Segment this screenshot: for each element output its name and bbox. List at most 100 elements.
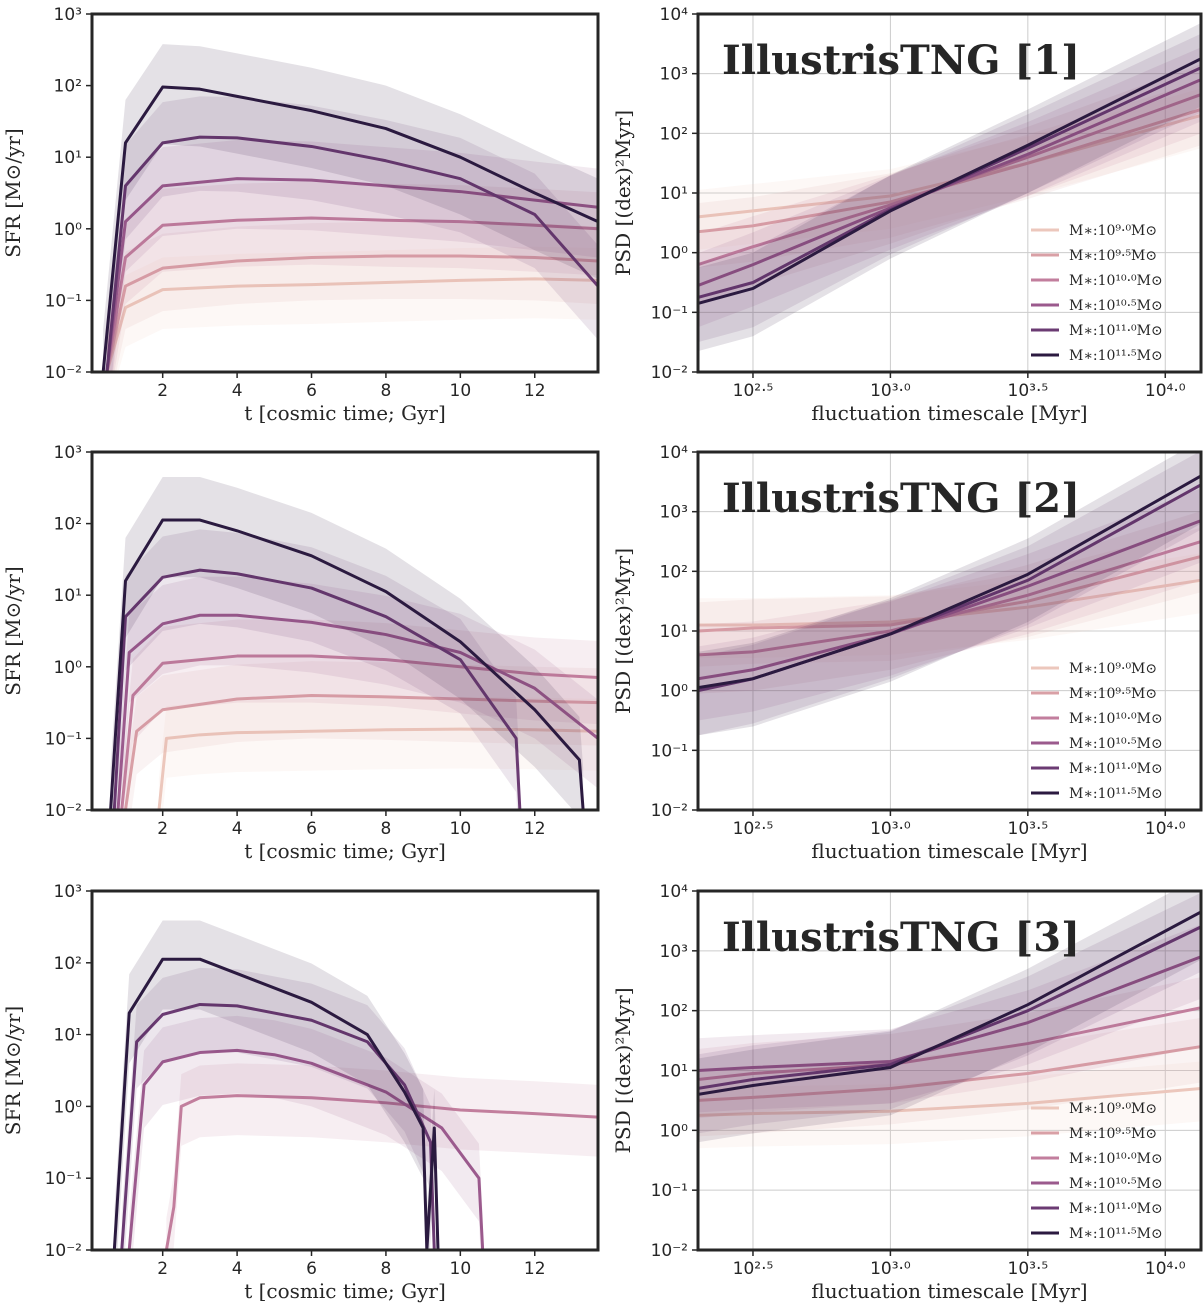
series-band-5 [114,529,520,810]
legend-label-6: M∗:10¹¹·⁵M⊙ [1069,1226,1163,1242]
series-line-6 [698,474,1201,690]
series-band-3 [698,977,1201,1119]
series-line-2 [105,254,598,372]
x-tick-label: 10²·⁵ [733,819,774,839]
y-axis-label: SFR [M⊙/yr] [1,1006,25,1135]
axes-frame [90,12,600,374]
y-tick-label: 10⁰ [660,244,689,264]
y-tick-label: 10⁴ [660,443,689,463]
legend-label-6: M∗:10¹¹·⁵M⊙ [1069,786,1163,802]
y-tick-label: 10⁻² [651,363,688,383]
series-line-2 [127,1048,485,1250]
x-tick-label: 12 [524,381,546,401]
series-line-1 [105,277,598,372]
y-tick-label: 10⁰ [54,1097,83,1117]
y-tick-label: 10⁻¹ [651,1181,688,1201]
x-tick-label: 4 [232,381,243,401]
y-tick-label: 10⁰ [660,682,689,702]
plot-area [698,22,1201,352]
x-tick-label: 4 [232,819,243,839]
y-tick-label: 10¹ [54,586,82,606]
series-band-2 [106,221,598,372]
x-tick-label: 8 [381,1259,392,1279]
plot-area [698,452,1201,736]
y-tick-label: 10⁻¹ [651,741,688,761]
series-band-1 [106,246,598,372]
series-line-3 [120,1002,436,1250]
x-axis-label: t [cosmic time; Gyr] [244,839,446,863]
x-tick-label: 10³·⁰ [870,819,911,839]
series-band-4 [118,576,598,810]
series-line-1 [698,578,1201,627]
x-axis-label: t [cosmic time; Gyr] [244,1279,446,1303]
x-tick-label: 12 [524,1259,546,1279]
series-band-1 [158,696,598,810]
series-line-6 [101,85,598,372]
y-tick-label: 10⁻² [651,801,688,821]
y-tick-label: 10¹ [54,1026,82,1046]
y-tick-label: 10¹ [660,622,688,642]
series-line-4 [105,177,598,372]
panel-title: IllustrisTNG [2] [722,475,1080,522]
series-line-6 [698,57,1201,305]
y-tick-label: 10³ [660,65,688,85]
legend-label-3: M∗:10¹⁰·⁰M⊙ [1069,711,1163,727]
series-line-4 [112,957,440,1250]
legend-label-2: M∗:10⁹·⁵M⊙ [1069,248,1157,264]
y-tick-label: 10⁻² [45,363,82,383]
x-tick-label: 10³·⁵ [1008,381,1049,401]
x-tick-label: 6 [306,1259,317,1279]
y-tick-label: 10² [660,1002,688,1022]
series-band-6 [103,44,598,372]
y-tick-label: 10⁻¹ [45,729,82,749]
legend-label-3: M∗:10¹⁰·⁰M⊙ [1069,273,1163,289]
legend-label-2: M∗:10⁹·⁵M⊙ [1069,686,1157,702]
x-axis-label: fluctuation timescale [Myr] [811,1279,1087,1303]
panel-4: 10²·⁵ 10³·⁰ 10³·⁵ 10⁴·⁰ 10⁻² 10⁻¹ 10⁰ 10¹ 10² 10³… [611,443,1203,863]
series-band-1 [698,1061,1201,1149]
series-band-3 [106,181,598,372]
plot-area [109,477,598,810]
y-tick-label: 10³ [660,942,688,962]
series-band-4 [106,140,598,372]
series-line-4 [698,78,1201,287]
x-tick-label: 8 [381,381,392,401]
y-axis-label: PSD [(dex)²Myr] [611,548,635,714]
series-band-2 [698,527,1201,667]
panel-5: 2 4 6 8 10 12 10⁻² 10⁻¹ 10⁰ 10¹ 10² 10³ t [cosmic ti… [1,882,600,1303]
series-line-2 [698,554,1201,633]
series-band-5 [698,33,1201,343]
panel-title: IllustrisTNG [1] [722,37,1080,84]
axes-frame [90,889,600,1252]
y-tick-label: 10³ [54,443,82,463]
series-line-5 [698,925,1201,1090]
legend-label-4: M∗:10¹⁰·⁵M⊙ [1069,298,1163,314]
series-band-6 [110,477,584,810]
y-tick-label: 10² [660,562,688,582]
x-tick-label: 10³·⁰ [870,381,911,401]
x-axis-label: t [cosmic time; Gyr] [244,401,446,425]
x-tick-label: 10⁴·⁰ [1145,381,1186,401]
y-axis-label: PSD [(dex)²Myr] [611,987,635,1153]
legend-label-5: M∗:10¹¹·⁰M⊙ [1069,323,1163,339]
y-tick-label: 10⁻² [45,801,82,821]
x-tick-label: 10 [450,1259,472,1279]
y-tick-label: 10⁴ [660,882,689,902]
x-tick-label: 12 [524,819,546,839]
y-tick-label: 10³ [54,882,82,902]
x-tick-label: 8 [381,819,392,839]
series-band-6 [698,452,1201,736]
x-tick-label: 4 [232,1259,243,1279]
x-tick-label: 10⁴·⁰ [1145,1259,1186,1279]
series-line-3 [105,216,598,372]
series-line-1 [698,113,1201,219]
x-tick-label: 10²·⁵ [733,1259,774,1279]
legend-label-1: M∗:10⁹·⁰M⊙ [1069,223,1157,239]
series-line-2 [698,1045,1201,1102]
y-tick-label: 10³ [54,5,82,25]
y-tick-label: 10¹ [54,148,82,168]
x-tick-label: 10 [450,819,472,839]
y-tick-label: 10¹ [660,1062,688,1082]
panel-title: IllustrisTNG [3] [722,914,1080,961]
